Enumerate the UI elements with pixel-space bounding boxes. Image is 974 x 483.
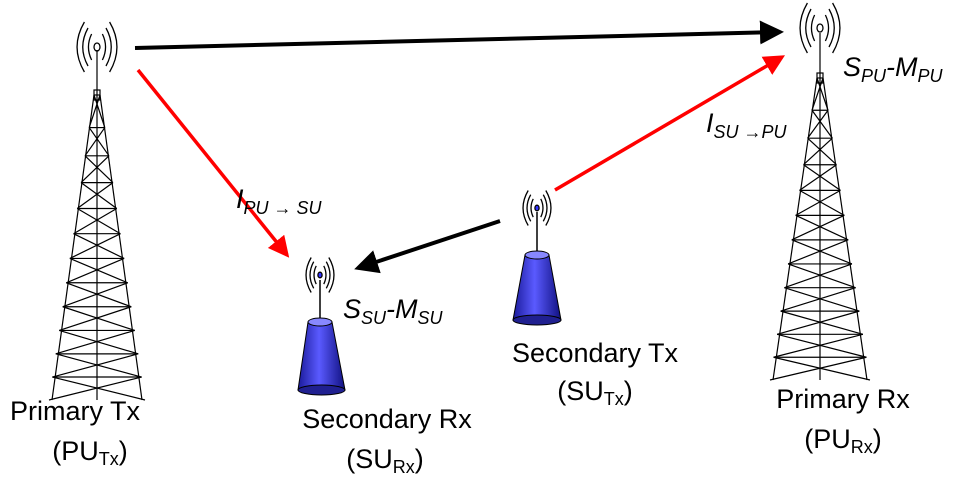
wave: [829, 9, 834, 47]
node-name: Primary Rx: [776, 384, 910, 414]
brace: [784, 288, 859, 311]
wave: [527, 195, 531, 222]
brace: [792, 240, 852, 264]
link-label: ISU →PU: [706, 108, 788, 142]
brace: [56, 354, 142, 377]
wave: [83, 28, 88, 66]
antenna-core: [94, 43, 100, 51]
wave: [825, 15, 828, 41]
interference-arrow: [138, 70, 287, 255]
antenna-core: [817, 24, 823, 32]
brace: [81, 183, 117, 209]
brace: [770, 357, 866, 380]
brace: [774, 334, 863, 357]
wave: [541, 199, 543, 217]
brace: [56, 330, 135, 353]
brace: [792, 215, 845, 239]
brace: [59, 307, 131, 331]
brace: [774, 357, 870, 380]
brace: [74, 234, 125, 259]
brace: [52, 354, 138, 377]
brace: [781, 288, 856, 311]
wave: [324, 266, 326, 284]
node-abbr: (SURx): [346, 444, 424, 477]
brace: [77, 183, 113, 209]
brace: [784, 264, 852, 288]
towers: [49, 33, 870, 400]
brace: [781, 311, 863, 334]
brace: [77, 208, 120, 233]
brace: [74, 208, 117, 233]
wave: [314, 266, 316, 284]
brace: [804, 165, 841, 191]
wave: [531, 199, 533, 217]
signal-arrow: [358, 221, 500, 268]
wave: [811, 15, 814, 41]
wave: [310, 262, 314, 289]
brace: [796, 215, 849, 239]
brace: [777, 334, 866, 357]
brace: [788, 240, 848, 264]
antenna-core: [318, 272, 322, 278]
wave: [543, 195, 547, 222]
brace: [70, 258, 128, 282]
node-name: Secondary Rx: [302, 404, 472, 434]
wave: [106, 28, 111, 66]
link-label: IPU → SU: [236, 184, 323, 218]
brace: [70, 234, 121, 259]
brace: [796, 190, 841, 215]
brace: [777, 311, 859, 334]
signal-label: SPU-MPU: [843, 52, 944, 86]
node-name: Secondary Tx: [512, 338, 679, 368]
signal-arrow: [135, 32, 780, 48]
tower: [49, 50, 145, 400]
brace: [66, 258, 124, 282]
brace: [66, 283, 131, 307]
secondary-rx-device: [298, 280, 345, 395]
node-abbr: (SUTx): [557, 376, 633, 409]
brace: [800, 190, 845, 215]
signal-label: SSU-MSU: [343, 294, 444, 328]
brace: [63, 307, 135, 331]
wave: [102, 34, 105, 60]
node-abbr: (PURx): [804, 424, 882, 457]
brace: [63, 283, 128, 307]
node-name: Primary Tx: [10, 396, 141, 426]
brace: [59, 330, 138, 353]
brace: [788, 264, 856, 288]
links: [135, 32, 782, 268]
tower: [770, 33, 870, 380]
wave: [326, 262, 330, 289]
antenna-core: [535, 205, 539, 211]
wave: [88, 34, 91, 60]
secondary-tx-device: [513, 212, 561, 325]
wave: [806, 9, 811, 47]
brace: [800, 165, 837, 191]
diagram: Primary Tx (PUTx) Secondary Rx (SURx) Se…: [0, 0, 974, 483]
node-abbr: (PUTx): [52, 436, 128, 469]
